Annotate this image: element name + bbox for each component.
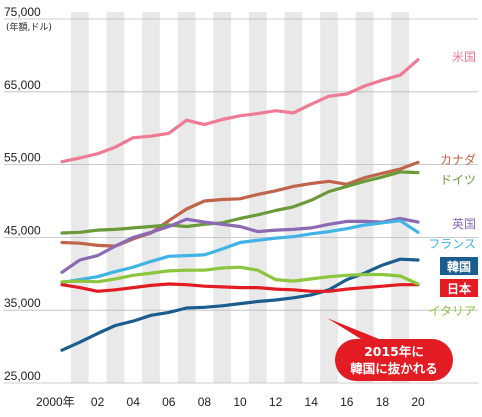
year-band: [355, 12, 374, 383]
y-tick-label: 25,000: [4, 369, 41, 383]
series-line: [60, 265, 420, 286]
year-band: [70, 12, 89, 383]
series-label: 英国: [452, 217, 476, 231]
y-tick-label: 75,000: [4, 5, 41, 19]
series-line: [60, 170, 420, 235]
y-axis-unit-label: (年額,ドル): [6, 21, 52, 33]
year-band: [177, 12, 196, 383]
series-label-box: [440, 257, 478, 275]
series-line: [60, 219, 420, 285]
series-label-box: [440, 279, 478, 297]
annotation-callout: 2015年に 韓国に抜かれる: [327, 318, 453, 381]
x-tick-label: 20: [411, 395, 425, 409]
x-tick-label: 12: [269, 395, 283, 409]
series-line: [60, 282, 420, 293]
x-tick-label: 18: [376, 395, 390, 409]
series-label: 韓国: [447, 259, 471, 274]
y-tick-label: 35,000: [4, 296, 41, 310]
x-tick-label: 06: [162, 395, 176, 409]
y-tick-label: 55,000: [4, 151, 41, 165]
series-label: ドイツ: [440, 173, 476, 187]
year-band: [248, 12, 267, 383]
x-tick-label: 02: [91, 395, 105, 409]
y-tick-label: 65,000: [4, 78, 41, 92]
annotation-line-1: 2015年に: [364, 344, 424, 359]
y-tick-label: 45,000: [4, 223, 41, 237]
x-tick-label: 2000年: [36, 395, 75, 409]
year-band: [142, 12, 160, 383]
series-line: [60, 216, 420, 274]
annotation-line-2: 韓国に抜かれる: [350, 361, 438, 376]
x-tick-label: 08: [198, 395, 212, 409]
x-axis: 2000年 02 04 06 08 10 12 14 16 18 20: [36, 395, 425, 409]
annotation-bubble: [327, 318, 453, 381]
x-tick-label: 10: [233, 395, 247, 409]
series-label: イタリア: [428, 304, 476, 318]
y-axis: 75,000 65,000 55,000 45,000 35,000 25,000: [4, 5, 41, 383]
horizontal-gridlines: [4, 18, 478, 384]
x-tick-label: 16: [340, 395, 354, 409]
series-label: 米国: [452, 50, 476, 64]
year-band: [213, 12, 232, 383]
series-label: フランス: [428, 237, 476, 251]
series-label: カナダ: [440, 152, 476, 167]
series-label: 日本: [447, 281, 471, 296]
year-band: [391, 12, 410, 383]
year-band: [284, 12, 303, 383]
year-band: [320, 12, 338, 383]
x-tick-label: 14: [305, 395, 319, 409]
x-tick-label: 04: [127, 395, 141, 409]
series-lines: [60, 58, 420, 352]
series-line: [60, 58, 420, 164]
